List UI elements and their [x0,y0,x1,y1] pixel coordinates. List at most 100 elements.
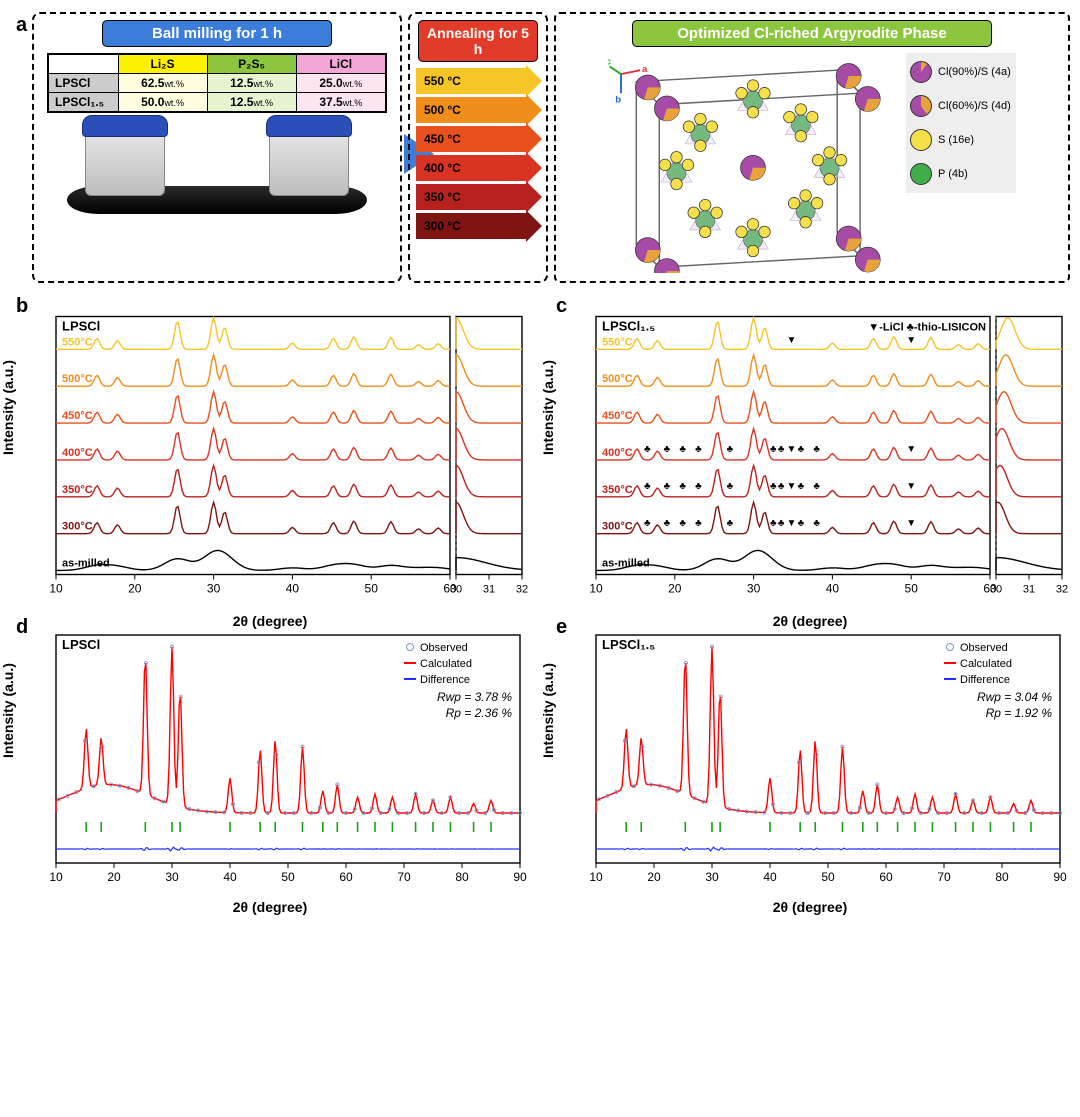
legend-atom-p [910,163,932,185]
svg-text:♣: ♣ [727,481,734,492]
svg-text:350°C: 350°C [602,484,633,496]
svg-text:32: 32 [516,584,528,596]
xlabel-d: 2θ (degree) [10,899,530,915]
svg-text:90: 90 [513,870,527,884]
svg-text:10: 10 [589,870,603,884]
svg-text:50: 50 [365,582,379,596]
row-lpscl-p2s5: 12.5wt.% [207,74,296,93]
svg-text:♣: ♣ [770,481,777,492]
box-argyrodite: Optimized Cl-riched Argyrodite Phase [554,12,1070,283]
svg-text:♣: ♣ [778,481,785,492]
svg-text:60: 60 [339,870,353,884]
svg-text:Difference: Difference [960,674,1010,686]
svg-text:♣: ♣ [813,481,820,492]
legend-label-p: P (4b) [938,168,968,180]
svg-text:♣: ♣ [727,518,734,529]
crystal-legend: Cl(90%)/S (4a) Cl(60%)/S (4d) S (16e) P … [906,53,1016,193]
svg-text:10: 10 [49,870,63,884]
svg-text:♣: ♣ [644,481,651,492]
svg-text:Calculated: Calculated [420,658,472,670]
row-bc: b Intensity (a.u.) 102030405060LPSCl550°… [10,297,1070,612]
th-licl: LiCl [296,54,386,74]
svg-text:40: 40 [223,870,237,884]
row-lpscl-licl: 25.0wt.% [296,74,386,93]
svg-text:30: 30 [705,870,719,884]
row-lpscl-lis: 62.5wt.% [118,74,207,93]
row-lpscl15-lis: 50.0wt.% [118,93,207,113]
svg-text:31: 31 [1023,584,1035,596]
anneal-arrow: 550 °C [416,68,540,94]
box-annealing: Annealing for 5 h 550 °C 500 °C 450 °C 4… [408,12,548,283]
ylabel-c: Intensity (a.u.) [540,360,556,455]
th-li2s: Li₂S [118,54,207,74]
svg-text:40: 40 [286,582,300,596]
row-lpscl15-p2s5: 12.5wt.% [207,93,296,113]
svg-text:300°C: 300°C [602,521,633,533]
svg-text:♣: ♣ [695,518,702,529]
svg-text:30: 30 [207,582,221,596]
legend-atom-s [910,129,932,151]
svg-text:20: 20 [128,582,142,596]
anneal-arrow: 500 °C [416,97,540,123]
svg-text:Rwp = 3.78 %: Rwp = 3.78 % [437,690,512,704]
svg-text:450°C: 450°C [602,410,633,422]
svg-text:400°C: 400°C [602,447,633,459]
svg-text:500°C: 500°C [62,373,93,385]
svg-text:400°C: 400°C [62,447,93,459]
svg-text:10: 10 [589,582,603,596]
svg-text:a: a [642,64,648,75]
svg-text:♣: ♣ [770,518,777,529]
svg-text:b: b [615,95,621,106]
svg-text:♣: ♣ [695,444,702,455]
legend-label-4d: Cl(60%)/S (4d) [938,100,1011,112]
title-argyrodite: Optimized Cl-riched Argyrodite Phase [632,20,992,47]
svg-text:Calculated: Calculated [960,658,1012,670]
svg-text:70: 70 [937,870,951,884]
svg-text:Rp = 2.36 %: Rp = 2.36 % [446,706,513,720]
svg-text:LPSCl₁.₅: LPSCl₁.₅ [602,319,655,334]
svg-text:50: 50 [821,870,835,884]
svg-text:♣: ♣ [798,481,805,492]
svg-text:c: c [608,56,612,67]
svg-text:30: 30 [165,870,179,884]
svg-text:▼-LiCl ♣-thio-LISICON: ▼-LiCl ♣-thio-LISICON [868,322,986,334]
svg-text:♣: ♣ [644,518,651,529]
anneal-arrow: 400 °C [416,155,540,181]
panel-d: d Intensity (a.u.) 102030405060708090LPS… [10,618,530,898]
svg-text:80: 80 [995,870,1009,884]
svg-text:30: 30 [990,584,1002,596]
svg-text:♣: ♣ [695,481,702,492]
row-de: d Intensity (a.u.) 102030405060708090LPS… [10,618,1070,898]
crystal-structure: a b c [608,53,898,273]
panel-label-b: b [16,295,28,318]
svg-text:▼: ▼ [786,335,796,346]
svg-text:▼: ▼ [906,444,916,455]
svg-text:50: 50 [905,582,919,596]
svg-text:♣: ♣ [798,518,805,529]
svg-text:♣: ♣ [679,518,686,529]
legend-label-s: S (16e) [938,134,974,146]
svg-text:♣: ♣ [798,444,805,455]
svg-text:350°C: 350°C [62,484,93,496]
panel-label-c: c [556,295,567,318]
svg-text:♣: ♣ [778,518,785,529]
figure-root: a Ball milling for 1 h Li₂S P₂S₅ LiCl LP… [10,10,1070,898]
svg-text:♣: ♣ [679,444,686,455]
th-blank [48,54,118,74]
panel-c: c Intensity (a.u.) 102030405060LPSCl₁.₅▼… [550,297,1070,612]
svg-text:550°C: 550°C [602,336,633,348]
svg-text:450°C: 450°C [62,410,93,422]
svg-text:Rp = 1.92 %: Rp = 1.92 % [986,706,1053,720]
svg-text:Observed: Observed [960,642,1008,654]
svg-text:▼: ▼ [786,444,796,455]
xlabel-e: 2θ (degree) [550,899,1070,915]
svg-text:300°C: 300°C [62,521,93,533]
svg-text:♣: ♣ [778,444,785,455]
svg-text:60: 60 [879,870,893,884]
svg-text:Difference: Difference [420,674,470,686]
anneal-arrows: 550 °C 500 °C 450 °C 400 °C 350 °C 300 °… [416,68,540,239]
row-lpscl15-name: LPSCl₁.₅ [48,93,118,113]
svg-text:♣: ♣ [770,444,777,455]
svg-text:▼: ▼ [786,518,796,529]
legend-label-4a: Cl(90%)/S (4a) [938,66,1011,78]
